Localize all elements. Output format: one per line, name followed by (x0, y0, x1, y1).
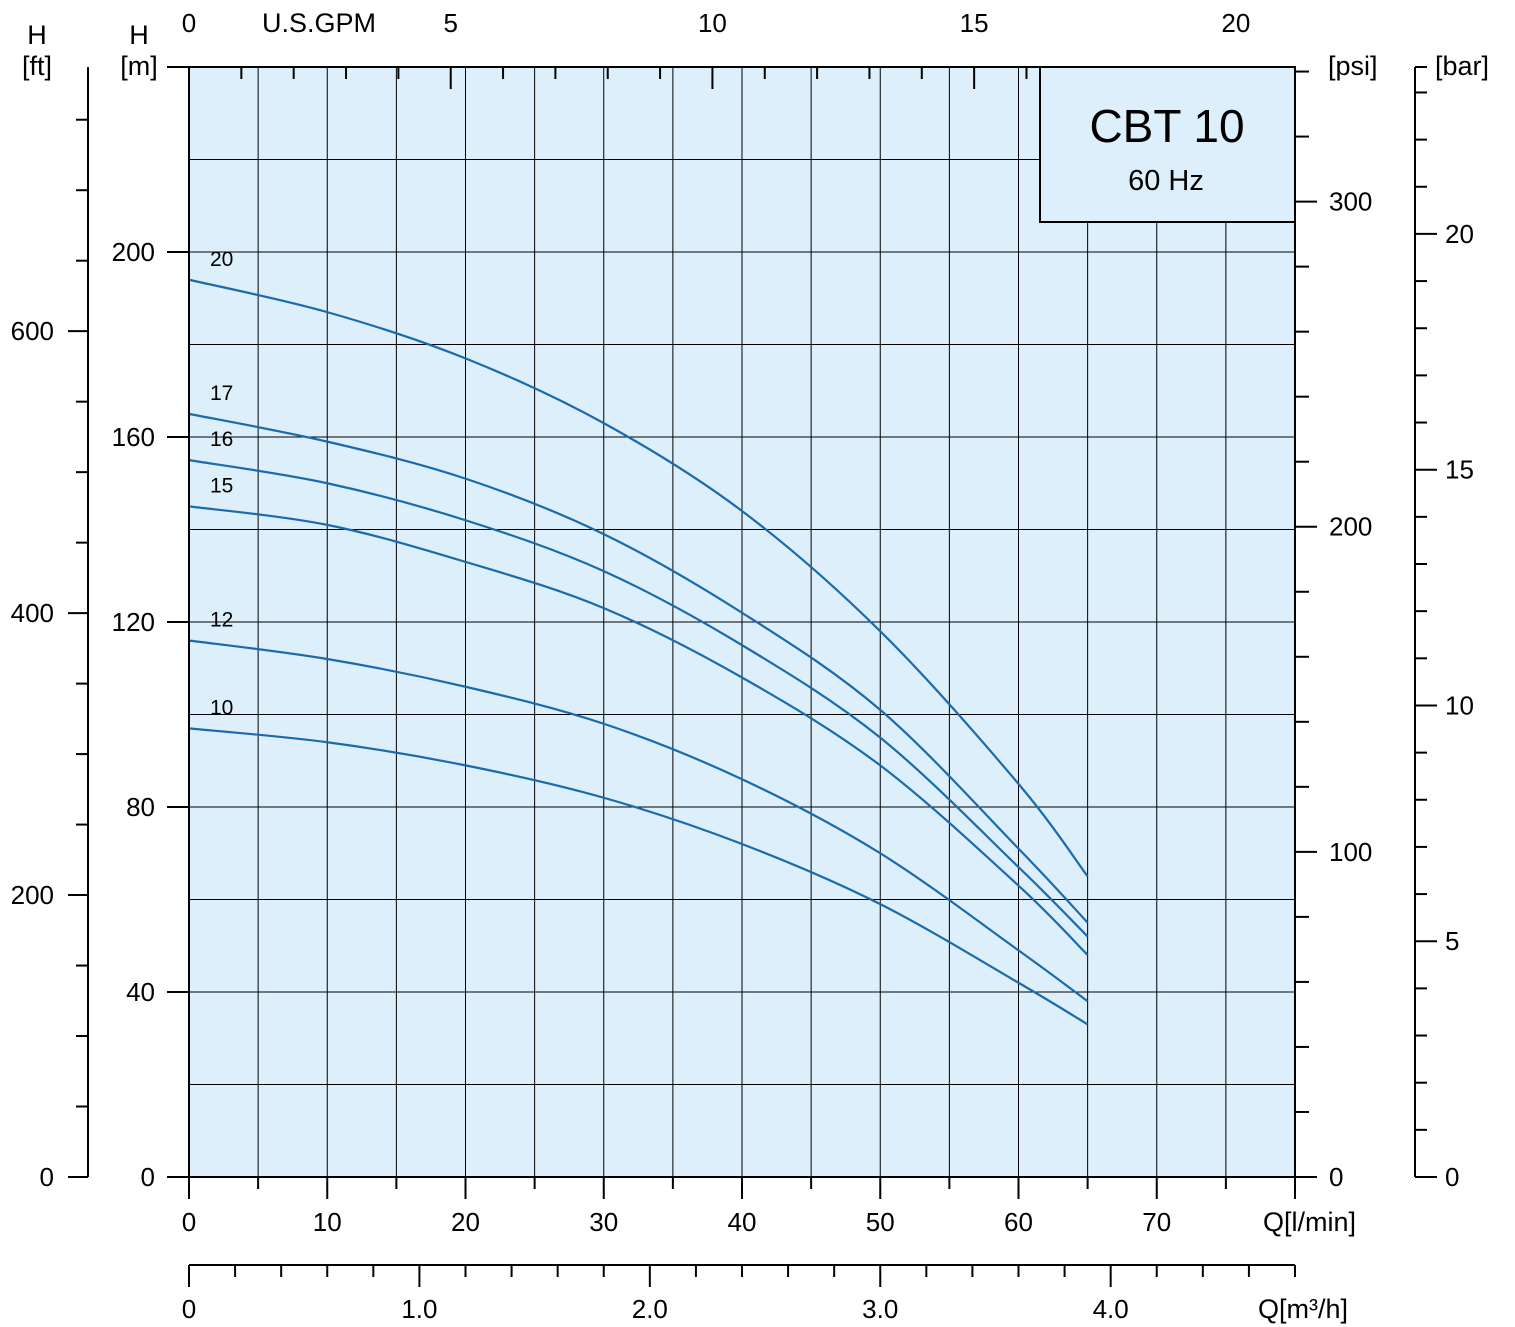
curve-label-16: 16 (210, 428, 233, 451)
tick-label-ft: 0 (40, 1162, 54, 1192)
tick-label-ft: 400 (11, 598, 54, 628)
axes: 04080120160200H[m]0200400600H[ft]0100200… (11, 8, 1489, 1324)
tick-label-m: 80 (126, 792, 155, 822)
tick-label-m: 200 (112, 237, 155, 267)
tick-label-psi: 0 (1329, 1162, 1343, 1192)
curve-label-15: 15 (210, 474, 233, 497)
tick-label-m3h: 0 (182, 1294, 196, 1324)
axis-label-ft-h: H (27, 20, 47, 50)
axis-label-m3h: Q[m³/h] (1258, 1294, 1348, 1324)
tick-label-psi: 100 (1329, 837, 1372, 867)
curve-15 (188, 505, 1089, 956)
axis-label-m-h: H (129, 20, 149, 50)
axis-label-bar: [bar] (1435, 51, 1489, 81)
tick-label-m3h: 2.0 (632, 1294, 668, 1324)
chart-title: CBT 10 (1089, 100, 1244, 152)
tick-label-bar: 0 (1445, 1162, 1459, 1192)
tick-label-lmin: 50 (866, 1207, 895, 1237)
axis-label-lmin: Q[l/min] (1263, 1207, 1356, 1237)
tick-label-m3h: 3.0 (862, 1294, 898, 1324)
tick-label-psi: 300 (1329, 187, 1372, 217)
tick-label-lmin: 20 (451, 1207, 480, 1237)
curve-label-10: 10 (210, 696, 233, 719)
tick-label-m: 120 (112, 607, 155, 637)
title-box: CBT 10 60 Hz (1039, 66, 1296, 223)
curve-10 (188, 727, 1089, 1026)
curve-label-12: 12 (210, 609, 233, 632)
tick-label-lmin: 0 (182, 1207, 196, 1237)
curves: 20 17 16 15 12 10 (188, 248, 1089, 1026)
axis-label-psi: [psi] (1328, 51, 1378, 81)
tick-label-ft: 200 (11, 880, 54, 910)
curve-20 (188, 278, 1089, 878)
curve-17 (188, 412, 1089, 924)
axis-label-m-unit: [m] (120, 51, 158, 81)
chart-subtitle: 60 Hz (1128, 165, 1204, 197)
tick-label-gpm: 10 (698, 8, 727, 38)
tick-label-bar: 5 (1445, 926, 1459, 956)
tick-label-bar: 10 (1445, 690, 1474, 720)
tick-label-m3h: 1.0 (401, 1294, 437, 1324)
curve-label-20: 20 (210, 248, 233, 271)
tick-label-m: 40 (126, 977, 155, 1007)
tick-label-gpm: 15 (960, 8, 989, 38)
tick-label-m: 0 (141, 1162, 155, 1192)
tick-label-lmin: 70 (1142, 1207, 1171, 1237)
curve-label-17: 17 (210, 382, 233, 405)
axis-label-ft-unit: [ft] (22, 51, 52, 81)
tick-label-bar: 20 (1445, 219, 1474, 249)
tick-label-ft: 600 (11, 316, 54, 346)
axis-label-gpm: U.S.GPM (262, 8, 376, 38)
tick-label-lmin: 10 (313, 1207, 342, 1237)
curve-16 (188, 459, 1089, 938)
tick-label-m3h: 4.0 (1093, 1294, 1129, 1324)
tick-label-gpm: 0 (182, 8, 196, 38)
tick-label-psi: 200 (1329, 512, 1372, 542)
tick-label-m: 160 (112, 422, 155, 452)
tick-label-gpm: 20 (1221, 8, 1250, 38)
tick-label-bar: 15 (1445, 455, 1474, 485)
title-box-frame (1039, 66, 1296, 223)
tick-label-lmin: 60 (1004, 1207, 1033, 1237)
tick-label-lmin: 30 (589, 1207, 618, 1237)
tick-label-lmin: 40 (728, 1207, 757, 1237)
tick-label-gpm: 5 (443, 8, 457, 38)
curve-12 (188, 639, 1089, 1003)
